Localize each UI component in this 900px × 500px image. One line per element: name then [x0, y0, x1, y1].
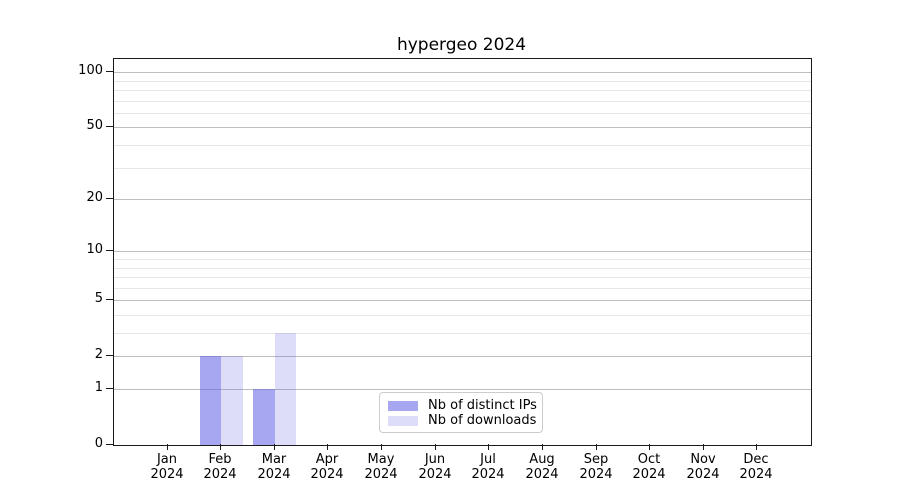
- y-tick: [106, 250, 113, 251]
- x-tick: [381, 444, 382, 450]
- gridline-minor: [114, 90, 811, 91]
- x-tick: [167, 444, 168, 450]
- x-tick: [435, 444, 436, 450]
- x-tick: [488, 444, 489, 450]
- gridline-minor: [114, 113, 811, 114]
- legend: Nb of distinct IPs Nb of downloads: [379, 392, 543, 433]
- y-tick: [106, 71, 113, 72]
- y-tick-label: 100: [0, 63, 103, 79]
- x-tick: [274, 444, 275, 450]
- x-tick-label: Dec2024: [726, 452, 786, 482]
- y-tick: [106, 126, 113, 127]
- y-tick: [106, 198, 113, 199]
- y-tick: [106, 444, 113, 445]
- x-tick-label: May2024: [351, 452, 411, 482]
- plot-area: [113, 58, 812, 446]
- y-tick-label: 2: [0, 347, 103, 363]
- x-tick-label: Oct2024: [619, 452, 679, 482]
- gridline-minor: [114, 333, 811, 334]
- bar-nb-of-downloads-feb: [221, 356, 242, 445]
- legend-label-distinct-ips: Nb of distinct IPs: [428, 398, 537, 413]
- x-tick-label: Jul2024: [458, 452, 518, 482]
- x-tick: [327, 444, 328, 450]
- bar-nb-of-distinct-ips-mar: [253, 389, 274, 445]
- gridline-major: [114, 199, 811, 200]
- gridline-minor: [114, 145, 811, 146]
- x-tick-label: Aug2024: [512, 452, 572, 482]
- x-tick: [542, 444, 543, 450]
- gridline-minor: [114, 259, 811, 260]
- y-tick-label: 1: [0, 380, 103, 396]
- gridline-major: [114, 127, 811, 128]
- y-tick-label: 0: [0, 436, 103, 452]
- gridline-minor: [114, 268, 811, 269]
- x-tick: [220, 444, 221, 450]
- chart-title: hypergeo 2024: [113, 35, 810, 55]
- gridline-minor: [114, 81, 811, 82]
- gridline-minor: [114, 277, 811, 278]
- y-tick-label: 20: [0, 190, 103, 206]
- x-tick: [756, 444, 757, 450]
- legend-swatch-distinct-ips: [388, 401, 418, 411]
- x-tick: [596, 444, 597, 450]
- x-tick-label: Mar2024: [244, 452, 304, 482]
- gridline-minor: [114, 288, 811, 289]
- legend-swatch-downloads: [388, 416, 418, 426]
- y-tick-label: 10: [0, 242, 103, 258]
- y-tick: [106, 299, 113, 300]
- legend-label-downloads: Nb of downloads: [428, 413, 536, 428]
- x-tick-label: Feb2024: [190, 452, 250, 482]
- x-tick-label: Jun2024: [405, 452, 465, 482]
- gridline-major: [114, 72, 811, 73]
- bar-nb-of-distinct-ips-feb: [200, 356, 221, 445]
- gridline-major: [114, 300, 811, 301]
- y-tick-label: 5: [0, 291, 103, 307]
- y-tick: [106, 388, 113, 389]
- gridline-minor: [114, 315, 811, 316]
- x-tick-label: Jan2024: [137, 452, 197, 482]
- y-tick-label: 50: [0, 118, 103, 134]
- x-tick-label: Apr2024: [297, 452, 357, 482]
- legend-item-distinct-ips: Nb of distinct IPs: [388, 398, 534, 413]
- x-tick-label: Nov2024: [673, 452, 733, 482]
- x-tick: [703, 444, 704, 450]
- figure: hypergeo 2024 0 1 2 5 10 20 50 100 Jan2024Feb20…: [0, 0, 900, 500]
- gridline-minor: [114, 101, 811, 102]
- gridline-major: [114, 251, 811, 252]
- x-tick-label: Sep2024: [566, 452, 626, 482]
- gridline-minor: [114, 168, 811, 169]
- bar-nb-of-downloads-mar: [275, 333, 296, 445]
- legend-item-downloads: Nb of downloads: [388, 413, 534, 428]
- y-tick: [106, 355, 113, 356]
- x-tick: [649, 444, 650, 450]
